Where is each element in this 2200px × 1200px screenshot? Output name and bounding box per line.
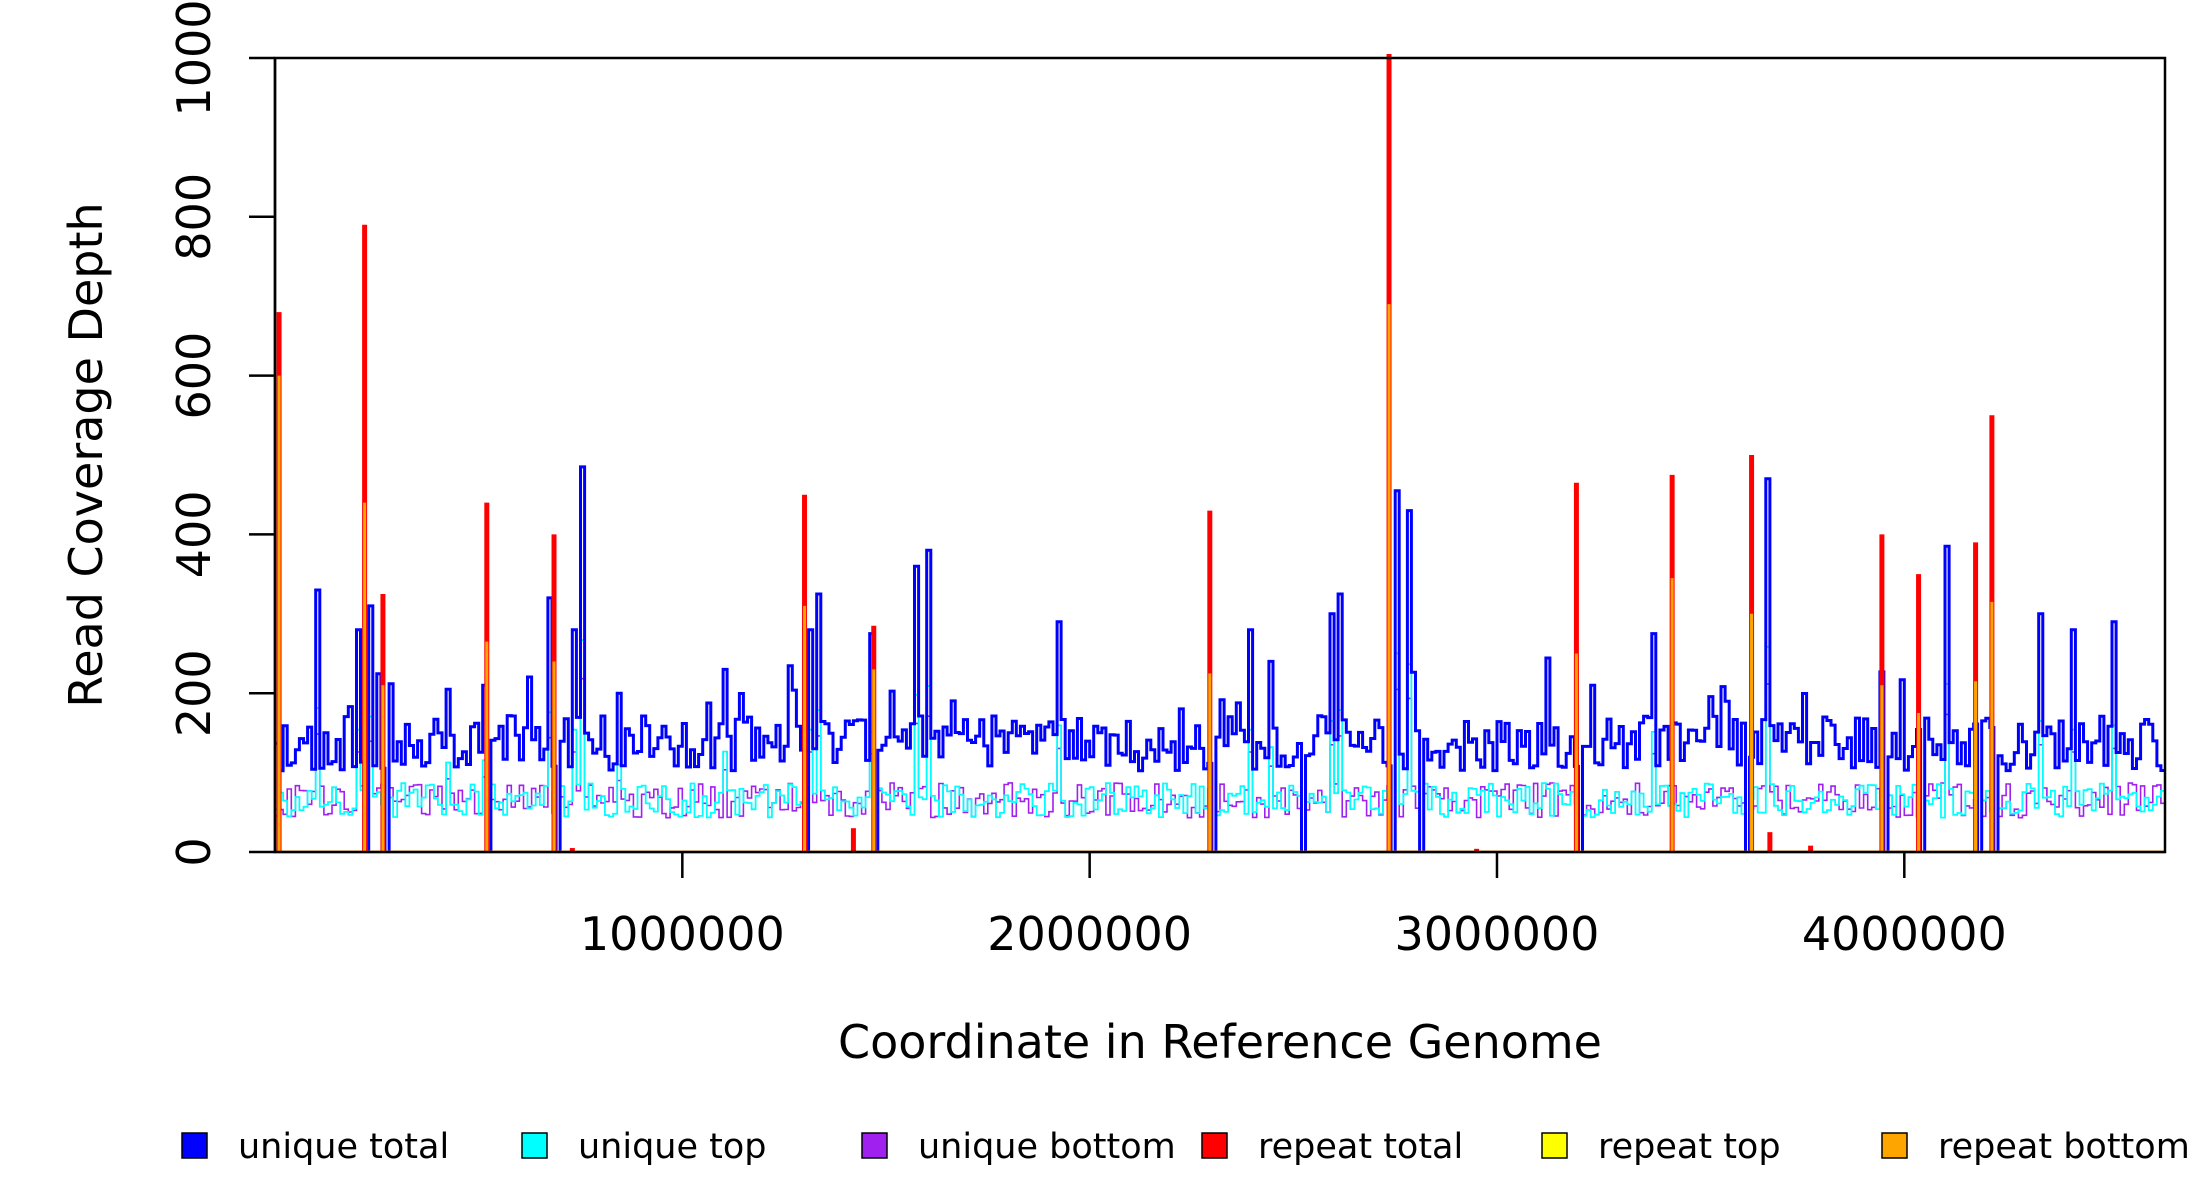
x-tick-label: 4000000 [1802,907,2007,961]
legend-swatch [861,1132,888,1159]
legend: unique total unique top unique bottom repea… [181,1127,2190,1167]
legend-swatch [1201,1132,1228,1159]
legend-label: unique total [238,1127,449,1167]
x-tick-label: 1000000 [580,907,785,961]
y-tick-label: 1000 [167,0,221,117]
legend-swatch [181,1132,208,1159]
y-tick-label: 600 [167,332,221,420]
x-axis: 1000000 2000000 3000000 4000000 [580,852,2007,961]
series-line-unique-total [275,465,2165,854]
series-line-unique-top [275,639,2165,853]
y-axis-title: Read Coverage Depth [59,202,113,707]
legend-swatch [1881,1132,1908,1159]
plot-area [275,54,2165,854]
legend-swatch [1541,1132,1568,1159]
legend-label: repeat top [1598,1127,1781,1167]
x-tick-label: 3000000 [1395,907,1600,961]
x-tick-label: 2000000 [987,907,1192,961]
legend-label: unique bottom [918,1127,1176,1167]
y-tick-label: 400 [167,490,221,578]
legend-swatch [521,1132,548,1159]
y-tick-label: 0 [167,837,221,866]
y-tick-label: 200 [167,649,221,737]
legend-label: repeat bottom [1938,1127,2190,1167]
legend-label: repeat total [1258,1127,1463,1167]
legend-label: unique top [578,1127,767,1167]
y-axis: 0 200 400 600 800 1000 [167,0,277,867]
x-axis-title: Coordinate in Reference Genome [838,1015,1602,1069]
y-tick-label: 800 [167,173,221,261]
